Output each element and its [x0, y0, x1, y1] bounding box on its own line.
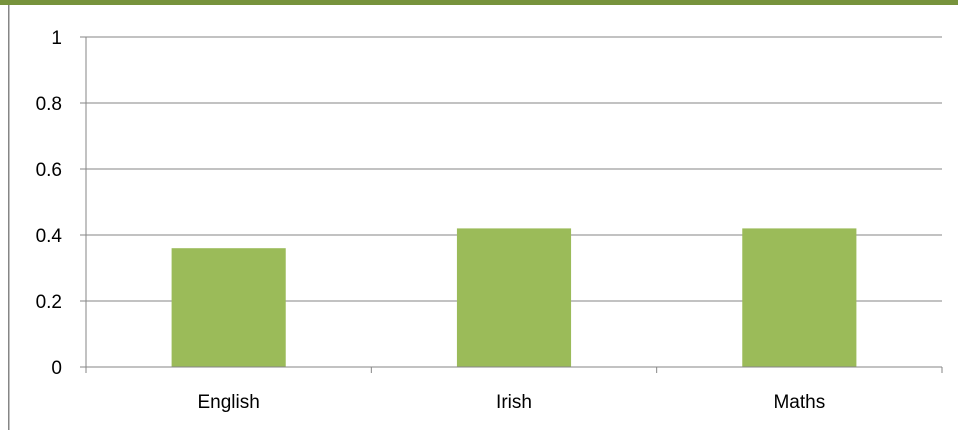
y-axis-tick-labels: 0 0.2 0.4 0.6 0.8 1	[36, 28, 63, 379]
bars	[171, 228, 857, 367]
bar-english	[171, 248, 286, 367]
x-axis-tick-labels: English Irish Maths	[198, 392, 826, 413]
chart-top-accent-border	[0, 0, 958, 5]
y-tick-label: 0.8	[36, 94, 62, 115]
x-tick-label: Irish	[496, 392, 532, 413]
x-tick-label: Maths	[773, 392, 825, 413]
y-tick-label: 0.2	[36, 292, 62, 313]
y-tick-label: 0	[51, 358, 62, 379]
y-tick-label: 0.4	[36, 226, 63, 247]
bar-maths	[742, 228, 857, 367]
chart-left-border	[8, 5, 10, 430]
axes	[80, 36, 943, 373]
bar-irish	[456, 228, 572, 367]
y-tick-label: 1	[51, 28, 62, 49]
y-tick-label: 0.6	[36, 160, 62, 181]
x-tick-label: English	[198, 392, 260, 413]
